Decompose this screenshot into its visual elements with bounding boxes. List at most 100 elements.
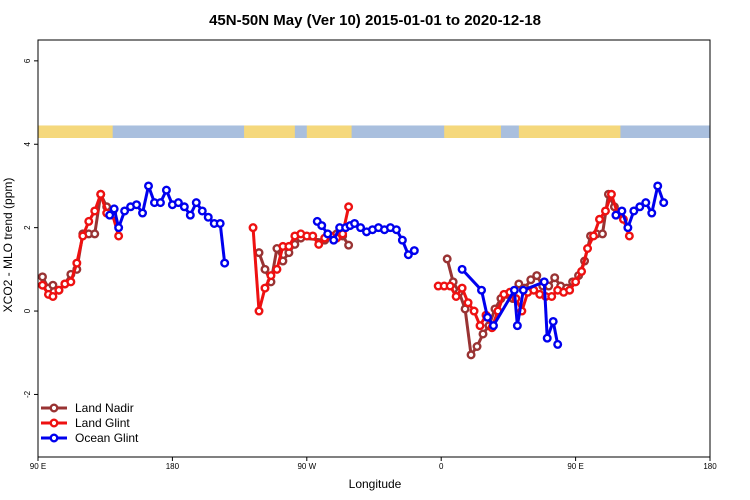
land-glint-point (114, 231, 124, 241)
ocean-glint-line-segment (515, 289, 525, 326)
land-nadir-point (526, 275, 536, 285)
y-tick-label: 4 (23, 141, 32, 146)
x-tick-label: 0 (439, 462, 444, 471)
ocean-glint-point (623, 223, 633, 233)
legend-item-land-nadir: Land Nadir (41, 401, 134, 415)
legend-marker (49, 403, 59, 413)
chart-title: 45N-50N May (Ver 10) 2015-01-01 to 2020-… (209, 12, 541, 29)
legend-item-ocean-glint: Ocean Glint (41, 431, 139, 445)
ocean-glint-point (641, 198, 651, 208)
land-nadir-point (254, 248, 264, 258)
land-glint-point (589, 231, 599, 241)
ocean-glint-line-segment (218, 223, 227, 264)
y-tick-label: 2 (23, 225, 32, 230)
ocean-glint-point (155, 198, 165, 208)
ocean-glint-point (659, 198, 669, 208)
land-glint-point (90, 206, 100, 216)
land-glint-point (248, 223, 258, 233)
ocean-glint-point (397, 235, 407, 245)
y-tick-label: 0 (23, 308, 32, 313)
land-glint-point (48, 291, 58, 301)
land-glint-point (577, 266, 587, 276)
ocean-glint-point (132, 200, 142, 210)
ocean-glint-point (329, 235, 339, 245)
ocean-glint-line-segment (492, 289, 516, 327)
land-glint-point (84, 216, 94, 226)
ocean-glint-point (173, 198, 183, 208)
plot-frame (37, 39, 711, 458)
ocean-glint-point (611, 210, 621, 220)
land-glint-point (571, 277, 581, 287)
legend-label: Land Nadir (75, 401, 134, 415)
land-nadir-point (478, 329, 488, 339)
ocean-glint-point (509, 285, 519, 295)
world-map-strip (38, 125, 710, 138)
land-glint-point (565, 285, 575, 295)
series-land-nadir (37, 189, 625, 360)
map-land-segment (306, 125, 352, 138)
land-nadir-point (344, 240, 354, 250)
land-nadir-point (597, 229, 607, 239)
ocean-glint-point (197, 206, 207, 216)
ocean-glint-point (488, 321, 498, 331)
land-nadir-point (550, 273, 560, 283)
land-nadir-point (472, 341, 482, 351)
ocean-glint-line-segment (542, 281, 549, 339)
ocean-glint-point (105, 210, 115, 220)
land-glint-point (457, 283, 467, 293)
ocean-glint-point (403, 250, 413, 260)
land-nadir-line-segment (463, 308, 473, 356)
ocean-glint-point (539, 277, 549, 287)
ocean-glint-point (356, 223, 366, 233)
land-glint-point (583, 243, 593, 253)
ocean-glint-point (542, 333, 552, 343)
land-glint-point (254, 306, 264, 316)
y-tick-label: 6 (23, 58, 32, 63)
land-nadir-point (260, 264, 270, 274)
ocean-glint-point (215, 218, 225, 228)
land-glint-point (272, 264, 282, 274)
ocean-glint-point (350, 218, 360, 228)
land-glint-point (600, 206, 610, 216)
ocean-glint-point (179, 202, 189, 212)
land-glint-point (308, 231, 318, 241)
series-layer (37, 181, 669, 360)
land-glint-point (451, 291, 461, 301)
land-glint-point (469, 306, 479, 316)
land-nadir-point (48, 280, 58, 290)
ocean-glint-point (512, 321, 522, 331)
land-glint-point (547, 291, 557, 301)
ocean-glint-line-segment (141, 185, 150, 214)
x-axis-label: Longitude (349, 477, 402, 491)
ocean-glint-point (191, 198, 201, 208)
ocean-glint-line-segment (480, 289, 489, 318)
map-land-segment (518, 125, 621, 138)
ocean-glint-point (220, 258, 230, 268)
map-land-segment (244, 125, 295, 138)
ocean-glint-line-segment (461, 268, 483, 292)
land-glint-point (54, 285, 64, 295)
ocean-glint-point (647, 208, 657, 218)
land-nadir-point (514, 279, 524, 289)
ocean-glint-point (548, 316, 558, 326)
ocean-glint-point (629, 206, 639, 216)
map-land-segment (38, 125, 113, 138)
ocean-glint-point (185, 210, 195, 220)
ocean-glint-point (161, 185, 171, 195)
land-glint-line-segment (75, 235, 85, 264)
series-ocean-glint (105, 181, 669, 349)
ocean-glint-point (553, 339, 563, 349)
land-nadir-point (442, 254, 452, 264)
land-glint-point (66, 277, 76, 287)
land-glint-point (266, 271, 276, 281)
ocean-glint-point (144, 181, 154, 191)
land-glint-point (37, 280, 47, 290)
legend-item-land-glint: Land Glint (41, 416, 130, 430)
land-glint-point (96, 189, 106, 199)
ocean-glint-point (323, 229, 333, 239)
ocean-glint-point (409, 246, 419, 256)
ocean-glint-point (317, 221, 327, 231)
ocean-glint-point (114, 223, 124, 233)
land-glint-point (624, 231, 634, 241)
